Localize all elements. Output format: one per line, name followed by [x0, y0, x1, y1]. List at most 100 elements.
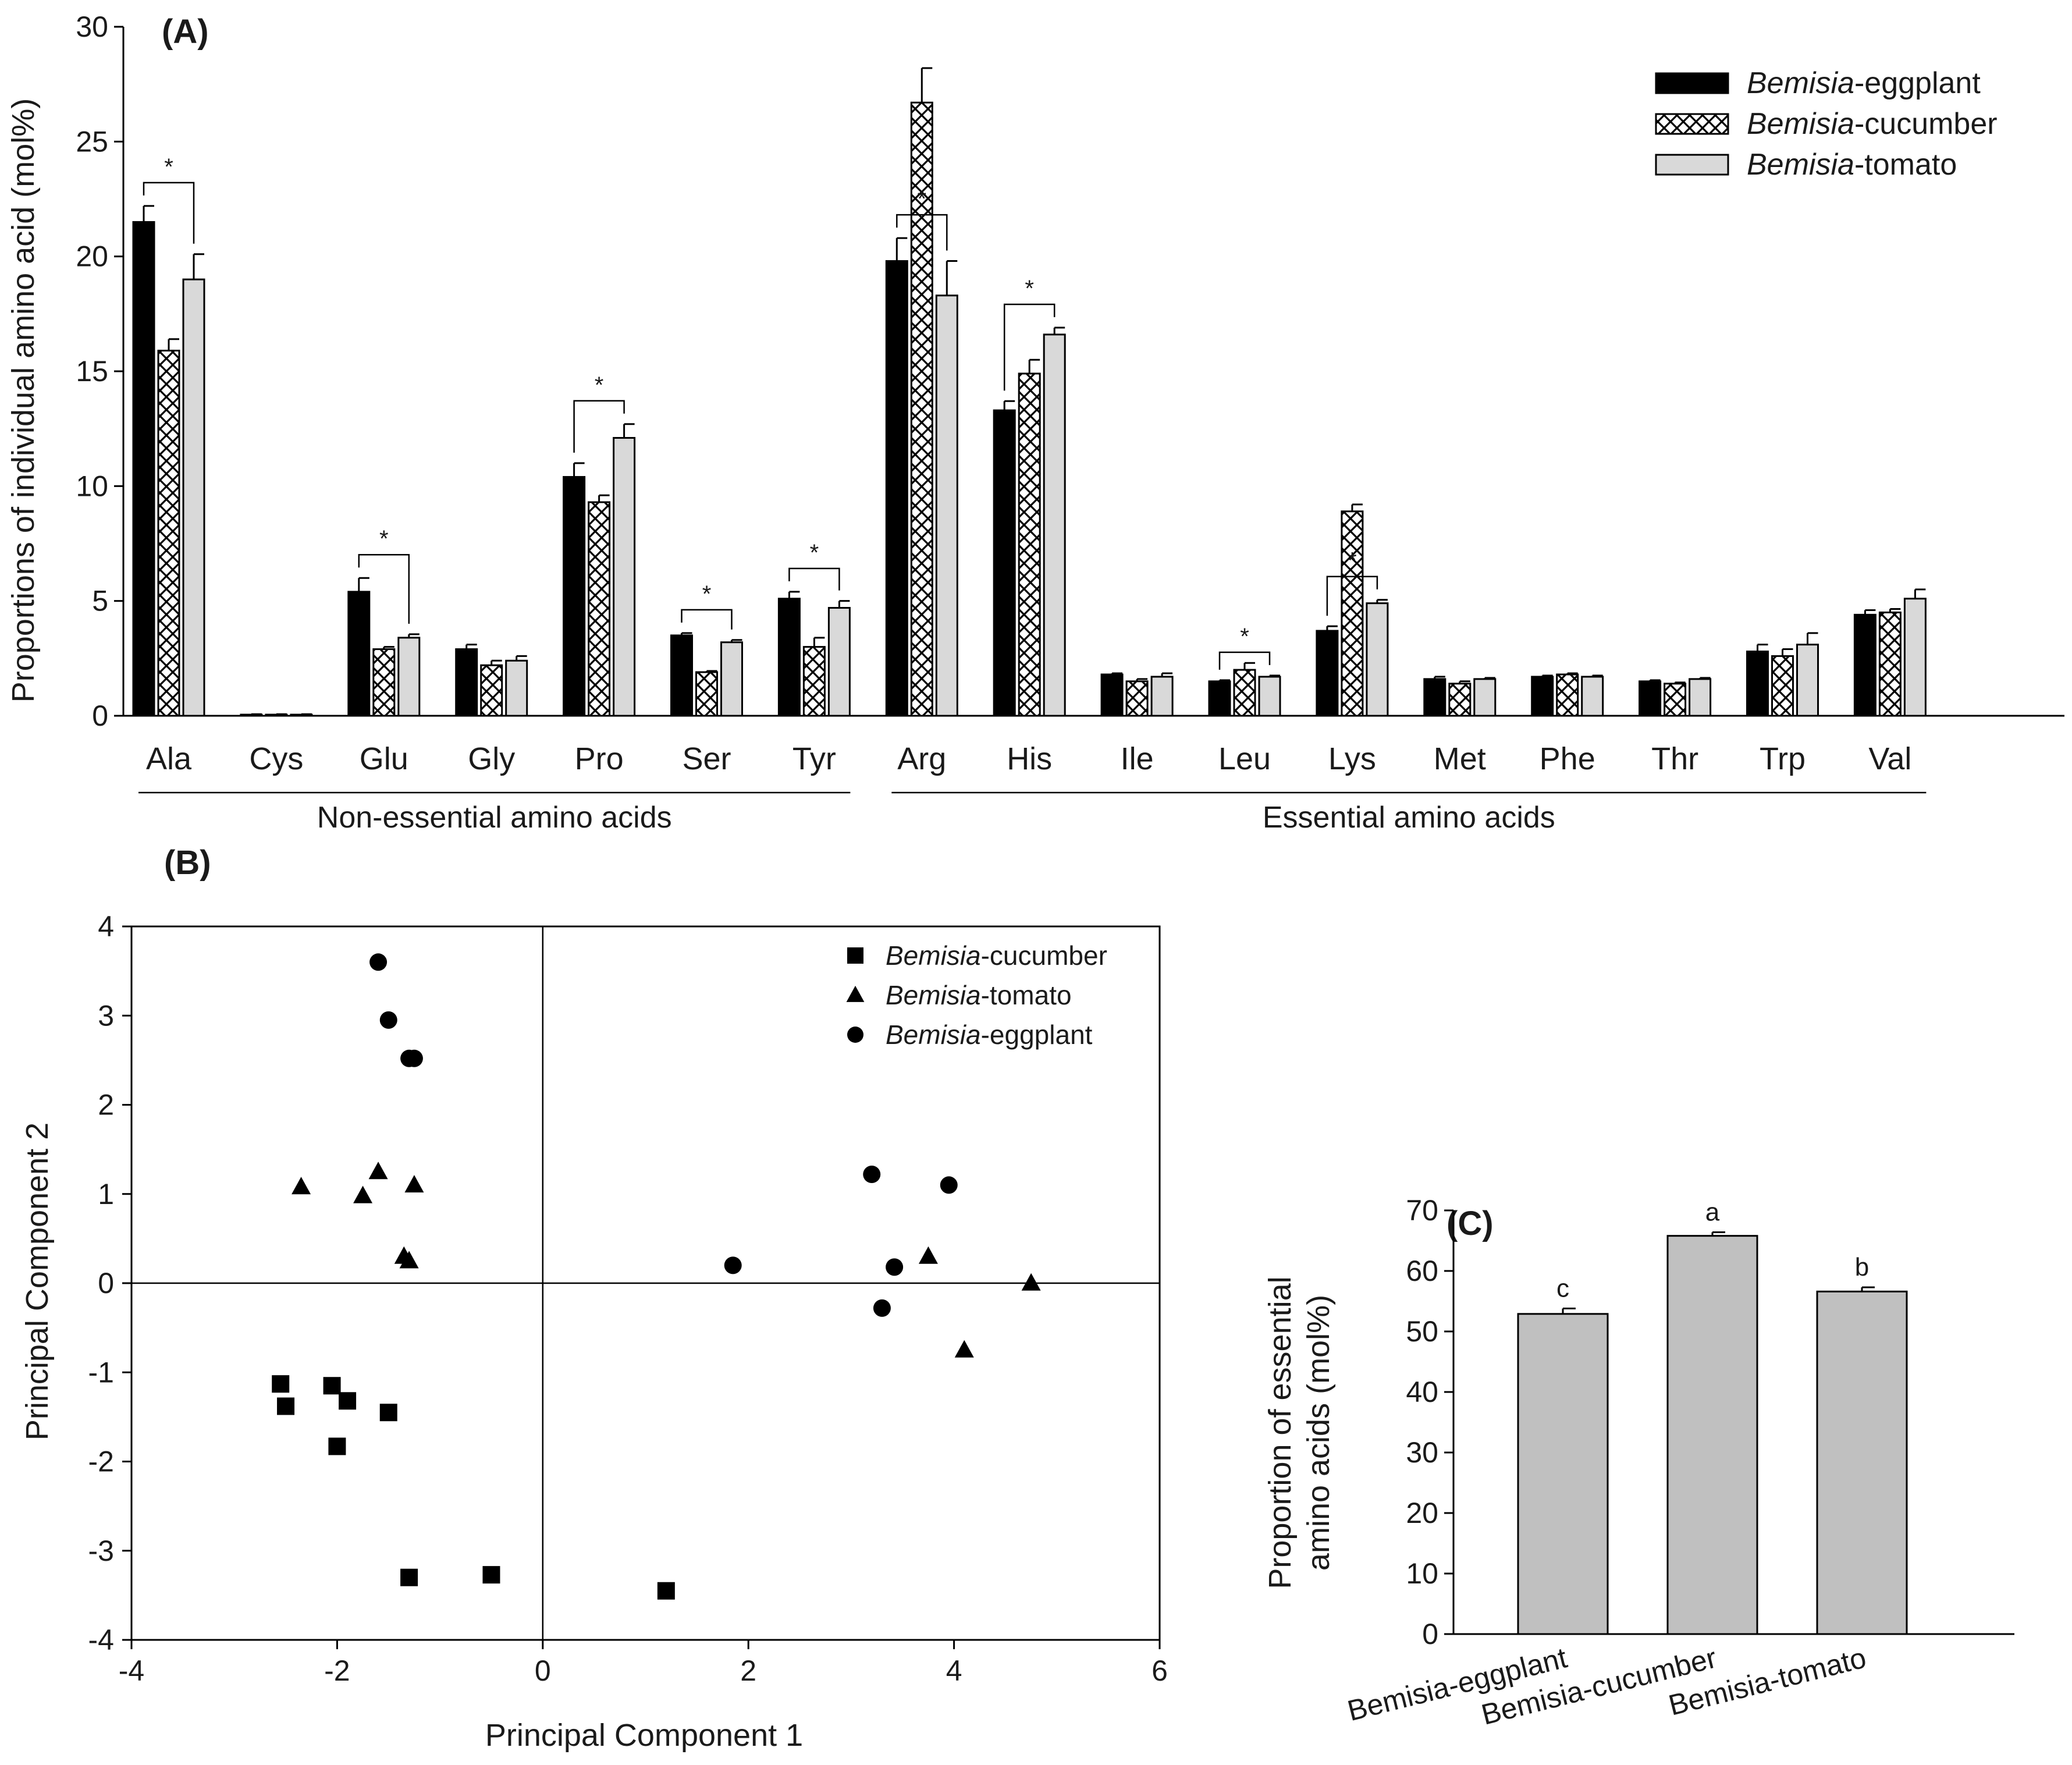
bar-Met-solid — [1423, 678, 1447, 717]
bar-Thr-crosshatch — [1664, 683, 1687, 717]
x-tick-label: 6 — [1151, 1654, 1168, 1687]
point-circle — [873, 1299, 891, 1317]
y-tick-label: 1 — [98, 1178, 114, 1210]
bar-bemisia-cucumber — [1666, 1235, 1758, 1635]
legend-label-circle: Bemisia-eggplant — [886, 1020, 1093, 1050]
category-label-ile: Ile — [1121, 741, 1154, 776]
y-tick-label: 0 — [98, 1267, 114, 1299]
bar-Gly-crosshatch — [480, 664, 503, 717]
x-tick-label: -4 — [119, 1654, 144, 1687]
bar-Val-solid — [1853, 613, 1876, 717]
point-triangle — [1021, 1273, 1041, 1291]
panel-c-y-axis-title-line1: Proportion of essential — [1263, 1276, 1298, 1589]
point-triangle — [368, 1162, 388, 1180]
point-square — [379, 1404, 397, 1422]
category-label-cys: Cys — [249, 741, 303, 776]
bar-Ser-solid — [670, 634, 693, 717]
y-tick-label: 40 — [1406, 1376, 1438, 1408]
panel-b-y-axis-title: Principal Component 2 — [20, 1123, 55, 1440]
legend-label-triangle-italic: Bemisia — [886, 980, 981, 1010]
y-tick-label: 5 — [92, 585, 108, 617]
panel-a-groups: Non-essential amino acids Essential amino… — [138, 791, 1927, 834]
point-triangle — [404, 1175, 424, 1193]
category-label-phe: Phe — [1540, 741, 1595, 776]
panel-a-legend: Bemisia-eggplantBemisia-cucumberBemisia-… — [1655, 66, 1998, 182]
panel-a-axes: 0 5 10 15 20 25 30 — [76, 10, 2064, 732]
bar-Leu-light — [1258, 676, 1281, 717]
point-circle — [940, 1176, 958, 1194]
point-triangle — [954, 1340, 974, 1358]
point-square — [272, 1375, 290, 1393]
bar-Tyr-crosshatch — [802, 646, 826, 717]
point-circle — [724, 1256, 742, 1274]
bar-Arg-solid — [885, 260, 908, 717]
bar-Ser-crosshatch — [695, 671, 718, 717]
point-square — [400, 1568, 418, 1586]
bar-bemisia-eggplant — [1517, 1313, 1609, 1635]
legend-label-triangle: Bemisia-tomato — [886, 980, 1072, 1010]
category-label-ser: Ser — [682, 741, 731, 776]
category-label-tyr: Tyr — [792, 741, 836, 776]
bar-Lys-light — [1366, 602, 1389, 717]
legend-label-light: Bemisia-tomato — [1747, 148, 1957, 182]
category-label-met: Met — [1434, 741, 1486, 776]
bar-Tyr-solid — [777, 598, 801, 717]
y-tick-label: -2 — [88, 1446, 114, 1478]
point-square — [328, 1437, 346, 1455]
y-tick-label: 4 — [98, 910, 114, 943]
legend-label-crosshatch: Bemisia-cucumber — [1747, 107, 1998, 141]
y-tick-label: 25 — [76, 125, 108, 158]
bar-Ala-light — [182, 278, 205, 717]
legend-label-triangle-rest: -tomato — [981, 980, 1072, 1010]
bar-Leu-solid — [1208, 680, 1231, 717]
significance-bracket-pro — [573, 400, 625, 453]
y-tick-label: 0 — [1422, 1618, 1438, 1650]
x-tick-label: 0 — [535, 1654, 551, 1687]
bar-Glu-solid — [347, 591, 371, 717]
panel-c-y-axis-title-line2: amino acids (mol%) — [1301, 1295, 1336, 1571]
legend-marker-square — [847, 947, 863, 964]
category-label-trp: Trp — [1760, 741, 1806, 776]
panel-a-letter: (A) — [162, 13, 209, 51]
y-tick-label: 50 — [1406, 1315, 1438, 1348]
bar-Ile-crosshatch — [1125, 680, 1149, 717]
point-square — [339, 1392, 357, 1410]
y-tick-label: 70 — [1406, 1194, 1438, 1227]
bar-His-crosshatch — [1018, 372, 1041, 717]
significance-bracket-ser — [681, 609, 733, 630]
significance-letter: b — [1855, 1253, 1869, 1281]
y-tick-label: 60 — [1406, 1255, 1438, 1287]
legend-label-circle-italic: Bemisia — [886, 1020, 981, 1050]
bar-Ser-light — [720, 641, 743, 717]
category-label-pro: Pro — [575, 741, 624, 776]
legend-label-circle-rest: -eggplant — [981, 1020, 1093, 1050]
panel-b: (B) -4 -2 0 2 4 6 -4 -3 -2 -1 0 1 2 3 4 Principal Comp… — [20, 844, 1168, 1753]
bar-Phe-crosshatch — [1556, 673, 1579, 717]
point-square — [657, 1582, 675, 1600]
bar-Leu-crosshatch — [1233, 669, 1256, 717]
y-tick-label: 10 — [76, 470, 108, 502]
significance-star-pro: * — [595, 372, 604, 398]
bar-Arg-light — [935, 294, 958, 717]
category-label-val: Val — [1868, 741, 1911, 776]
legend-label-light-italic: Bemisia — [1747, 148, 1854, 182]
bar-bemisia-tomato — [1816, 1290, 1908, 1635]
legend-label-square: Bemisia-cucumber — [886, 940, 1107, 971]
point-square — [277, 1397, 295, 1415]
significance-star-tyr: * — [810, 540, 819, 566]
category-label-thr: Thr — [1651, 741, 1698, 776]
bar-Gly-light — [505, 659, 528, 717]
y-tick-label: -4 — [88, 1624, 114, 1656]
point-circle — [369, 953, 388, 971]
category-label-gly: Gly — [468, 741, 515, 776]
bar-Glu-light — [397, 637, 421, 717]
bar-Met-light — [1473, 678, 1497, 717]
category-label-his: His — [1007, 741, 1052, 776]
panel-b-x-axis-title: Principal Component 1 — [485, 1718, 803, 1753]
legend-label-crosshatch-rest: -cucumber — [1854, 107, 1998, 141]
significance-star-ser: * — [702, 581, 712, 607]
point-circle — [379, 1011, 397, 1029]
panel-b-letter: (B) — [164, 844, 211, 882]
panel-a: (A) 0 5 10 15 20 25 30 * * * * * * * * * Ala Cys Glu Gly P… — [6, 10, 2064, 834]
